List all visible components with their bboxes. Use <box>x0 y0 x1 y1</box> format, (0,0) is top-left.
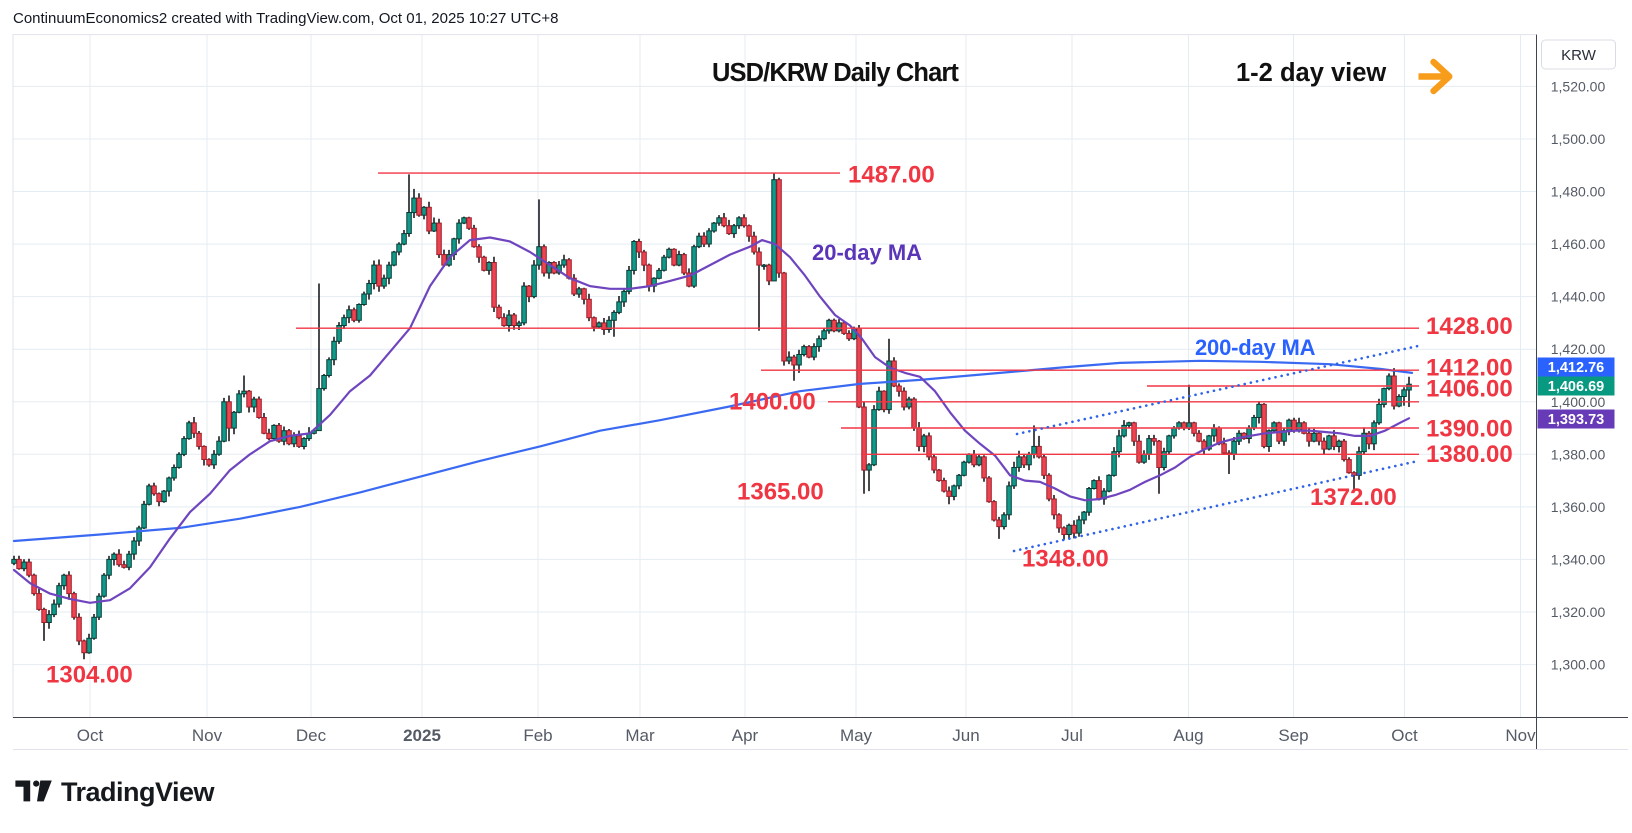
svg-text:1428.00: 1428.00 <box>1426 313 1513 340</box>
svg-text:1380.00: 1380.00 <box>1426 441 1513 468</box>
svg-text:Oct: Oct <box>77 726 104 745</box>
svg-text:Nov: Nov <box>1505 726 1536 745</box>
svg-text:USD/KRW Daily Chart: USD/KRW Daily Chart <box>712 59 959 87</box>
svg-text:1,440.00: 1,440.00 <box>1551 289 1606 305</box>
svg-text:1,340.00: 1,340.00 <box>1551 551 1606 567</box>
svg-text:2025: 2025 <box>403 726 441 745</box>
svg-text:TradingView: TradingView <box>61 777 216 807</box>
svg-text:20-day MA: 20-day MA <box>812 240 922 265</box>
svg-text:1,400.00: 1,400.00 <box>1551 394 1606 410</box>
svg-text:Sep: Sep <box>1278 726 1308 745</box>
svg-text:1,393.73: 1,393.73 <box>1548 412 1604 428</box>
svg-text:Mar: Mar <box>625 726 655 745</box>
svg-text:1,380.00: 1,380.00 <box>1551 446 1606 462</box>
svg-text:1,520.00: 1,520.00 <box>1551 78 1606 94</box>
svg-text:1400.00: 1400.00 <box>729 389 816 416</box>
svg-text:KRW: KRW <box>1561 47 1597 64</box>
svg-text:1372.00: 1372.00 <box>1310 484 1397 511</box>
svg-text:Oct: Oct <box>1391 726 1418 745</box>
svg-text:1,460.00: 1,460.00 <box>1551 236 1606 252</box>
svg-text:1487.00: 1487.00 <box>848 162 935 189</box>
svg-text:Nov: Nov <box>192 726 223 745</box>
svg-text:1-2 day view: 1-2 day view <box>1236 59 1386 87</box>
svg-text:Feb: Feb <box>523 726 552 745</box>
svg-text:Dec: Dec <box>296 726 327 745</box>
svg-text:1,412.76: 1,412.76 <box>1548 360 1604 376</box>
svg-text:1390.00: 1390.00 <box>1426 416 1513 443</box>
svg-text:1406.00: 1406.00 <box>1426 376 1513 403</box>
svg-text:Jun: Jun <box>952 726 979 745</box>
svg-text:Jul: Jul <box>1061 726 1083 745</box>
svg-text:1,360.00: 1,360.00 <box>1551 499 1606 515</box>
svg-text:1,406.69: 1,406.69 <box>1548 379 1604 395</box>
svg-text:Apr: Apr <box>732 726 759 745</box>
svg-text:200-day MA: 200-day MA <box>1195 335 1316 360</box>
svg-text:1,320.00: 1,320.00 <box>1551 604 1606 620</box>
svg-text:1348.00: 1348.00 <box>1022 546 1109 573</box>
svg-text:1,480.00: 1,480.00 <box>1551 184 1606 200</box>
svg-text:ContinuumEconomics2 created wi: ContinuumEconomics2 created with Trading… <box>13 10 558 27</box>
svg-text:May: May <box>840 726 873 745</box>
svg-text:1365.00: 1365.00 <box>737 479 824 506</box>
svg-text:1412.00: 1412.00 <box>1426 355 1513 382</box>
svg-text:1304.00: 1304.00 <box>46 662 133 689</box>
svg-text:1,300.00: 1,300.00 <box>1551 657 1606 673</box>
svg-text:1,420.00: 1,420.00 <box>1551 341 1606 357</box>
svg-text:Aug: Aug <box>1173 726 1203 745</box>
svg-text:1,500.00: 1,500.00 <box>1551 131 1606 147</box>
